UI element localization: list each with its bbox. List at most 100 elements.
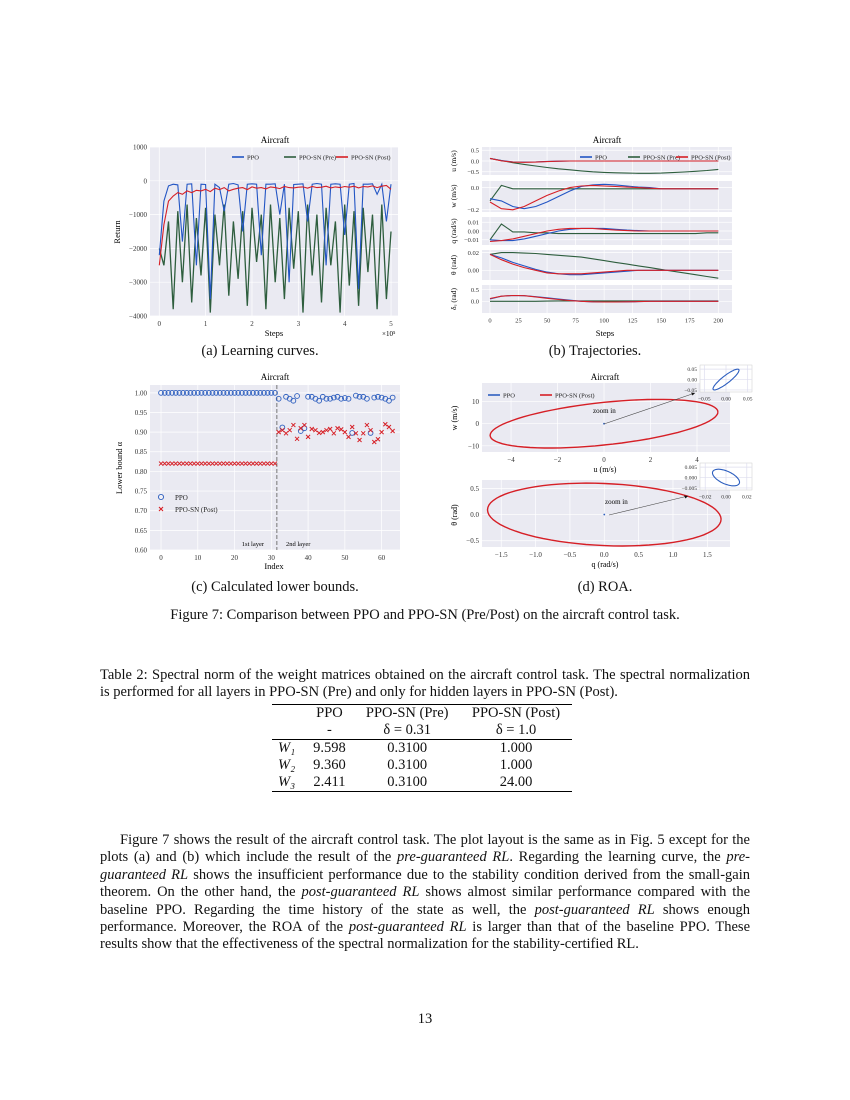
ppo-sn-marker — [298, 425, 304, 431]
text-segment: is larger than that of the baseline PPO.… — [100, 919, 751, 953]
x-tick-label: 175 — [685, 318, 695, 325]
x-tick-label: 60 — [378, 554, 386, 562]
y-tick-label: 0.80 — [135, 468, 148, 476]
ppo-marker — [290, 397, 297, 404]
ppo-sn-marker — [188, 461, 193, 466]
x-tick-label: 50 — [544, 318, 551, 325]
ppo-sn-marker — [195, 461, 201, 466]
ppo-marker — [386, 397, 392, 404]
ppo-marker — [349, 430, 356, 436]
y-tick-label: −1000 — [129, 211, 147, 219]
chart-b-ylabel-u: u (m/s) — [449, 150, 458, 172]
x-tick-label: 40 — [305, 554, 313, 562]
chart-a-xlabel: Steps — [265, 328, 283, 338]
ppo-sn-marker — [353, 430, 359, 436]
legend-label: PPO — [595, 154, 607, 161]
y-tick-label: −0.5 — [467, 169, 479, 176]
x-tick-label: −0.5 — [564, 551, 577, 559]
ppo-sn-marker — [257, 461, 263, 466]
chart-b-title: Aircraft — [593, 135, 622, 145]
ppo-marker — [375, 393, 381, 400]
arrow-head-icon — [684, 495, 688, 499]
x-tick-label: 4 — [343, 320, 347, 328]
ppo-marker — [301, 425, 308, 432]
y-tick-label: 0.00 — [468, 228, 479, 235]
ppo-sn-marker — [357, 437, 362, 443]
legend-marker-ppo-sn — [158, 506, 164, 512]
ppo-marker — [275, 395, 282, 402]
x-tick-label: 0.05 — [743, 397, 753, 403]
ppo-marker — [209, 390, 216, 396]
x-tick-label: 0.5 — [634, 551, 643, 559]
y-tick-label: 0.0 — [471, 185, 479, 192]
ppo-marker — [158, 390, 164, 396]
body-paragraph: Figure 7 shows the result of the aircraf… — [100, 832, 750, 954]
ppo-sn-marker — [166, 461, 171, 466]
ppo-sn-marker — [199, 461, 204, 466]
table-cell: 9.360 — [313, 757, 346, 773]
ppo-marker — [202, 390, 208, 396]
ppo-sn-marker — [302, 422, 307, 428]
x-tick-label: −0.05 — [698, 397, 711, 403]
ppo-marker — [228, 390, 234, 396]
ppo-sn-marker — [379, 429, 384, 435]
ppo-sn-marker — [235, 461, 241, 466]
ppo-sn-marker — [232, 461, 237, 466]
text-segment: Figure 7 shows the result of the aircraf… — [100, 832, 750, 866]
y-tick-label: 0.5 — [470, 485, 479, 493]
ppo-marker — [316, 397, 322, 404]
text-segment: shows almost similar performance compare… — [100, 884, 751, 918]
trajectory-line — [489, 157, 719, 163]
ppo-marker — [224, 390, 231, 396]
legend-label: PPO — [503, 392, 515, 399]
ppo-sn-marker — [360, 430, 366, 436]
annotation-1st-layer: 1st layer — [242, 541, 265, 548]
table-cell: 24.00 — [460, 774, 572, 792]
ppo-marker — [327, 395, 333, 402]
chart-d-title: Aircraft — [591, 372, 620, 382]
plot-area — [482, 480, 730, 547]
ppo-marker — [180, 390, 186, 396]
trajectory-line — [489, 184, 719, 211]
x-tick-label: 0 — [159, 554, 163, 562]
table-cell: 2.411 — [304, 774, 355, 792]
ppo-marker — [294, 393, 300, 399]
table-cell: 1.000 — [499, 757, 533, 773]
ppo-sn-marker — [338, 427, 344, 432]
table-subheader-row: - δ = 0.31 δ = 1.0 — [272, 722, 572, 740]
y-tick-label: 0.05 — [687, 367, 697, 373]
x-tick-label: 1.5 — [703, 551, 712, 559]
legend-label: PPO-SN (Pre) — [643, 154, 680, 161]
y-tick-label: −10 — [468, 442, 479, 450]
table-caption: Table 2: Spectral norm of the weight mat… — [100, 667, 750, 700]
legend-label: PPO-SN (Post) — [691, 154, 731, 161]
plot-area — [150, 385, 400, 550]
table-row: W₃ 2.411 0.3100 24.00 — [272, 774, 572, 792]
chart-a-title: Aircraft — [261, 135, 290, 145]
y-tick-label: 1000 — [133, 143, 148, 151]
ppo-marker — [161, 390, 168, 396]
ppo-sn-marker — [331, 430, 337, 436]
text-segment-italic: pre-guaranteed RL — [397, 849, 510, 866]
x-tick-label: −2 — [554, 456, 562, 464]
ppo-sn-marker — [210, 461, 215, 466]
x-tick-label: 0.00 — [721, 495, 731, 501]
zoom-arrow — [603, 392, 696, 425]
ppo-sn-marker — [279, 427, 285, 433]
chart-d-xlabel-u: u (m/s) — [594, 465, 617, 474]
table-cell: 0.3100 — [387, 757, 428, 773]
trajectory-line — [489, 253, 719, 275]
y-tick-label: 10 — [472, 398, 480, 406]
ppo-sn-marker — [184, 461, 190, 466]
x-tick-label: 150 — [656, 318, 666, 325]
figure-caption: Figure 7: Comparison between PPO and PPO… — [170, 607, 680, 623]
ppo-marker — [261, 390, 267, 396]
trajectory-line — [489, 294, 719, 303]
zoom-in-label-top: zoom in — [593, 407, 616, 415]
ppo-sn-marker — [268, 461, 274, 466]
annotation-2nd-layer: 2nd layer — [286, 541, 311, 548]
ppo-marker — [364, 395, 370, 402]
text-segment-italic: pre-guaranteed RL — [100, 849, 750, 883]
ppo-sn-marker — [246, 461, 252, 466]
ppo-sn-marker — [291, 422, 296, 428]
